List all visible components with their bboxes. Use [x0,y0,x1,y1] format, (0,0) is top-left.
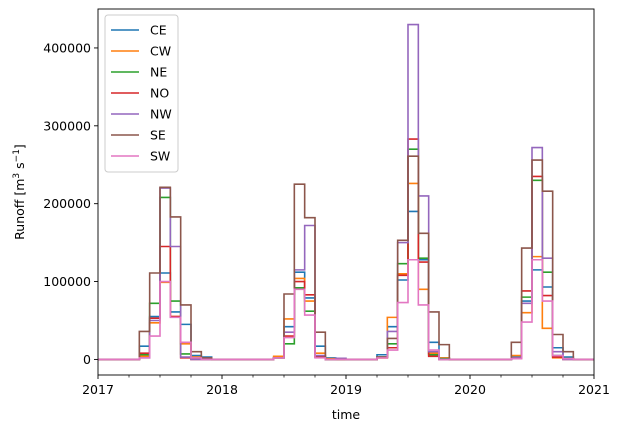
legend-label: CE [150,23,167,38]
y-tick-label: 400000 [43,40,91,55]
y-axis: 0 100000 200000 300000 400000 [43,40,98,367]
legend-label: NE [150,65,167,80]
legend-item-nw: NW [111,107,172,122]
x-tick-label: 2019 [330,382,362,397]
x-tick-label: 2021 [578,382,610,397]
legend-label: NO [150,86,169,101]
y-tick-label: 300000 [43,118,91,133]
legend-item-sw: SW [111,149,170,164]
legend: CE CW NE NO NW SE SW [104,14,179,173]
y-axis-label: Runoff [m3 s−1] [12,144,27,240]
x-tick-label: 2018 [206,382,238,397]
series-line-sw [98,258,594,361]
y-tick-label: 100000 [43,274,91,289]
legend-label: SW [150,149,170,164]
series-layer [98,23,594,361]
legend-item-no: NO [111,86,169,101]
x-axis: 2017 2018 2019 2020 2021 [82,375,610,397]
y-tick-label: 0 [83,352,91,367]
x-tick-label: 2017 [82,382,114,397]
legend-label: NW [150,107,172,122]
legend-label: SE [150,128,166,143]
legend-label: CW [150,44,171,59]
y-tick-label: 200000 [43,196,91,211]
x-tick-label: 2020 [454,382,486,397]
legend-item-ce: CE [111,23,167,38]
legend-item-se: SE [111,128,166,143]
legend-box [104,14,179,173]
legend-item-cw: CW [111,44,171,59]
x-axis-label: time [332,407,361,422]
legend-item-ne: NE [111,65,167,80]
